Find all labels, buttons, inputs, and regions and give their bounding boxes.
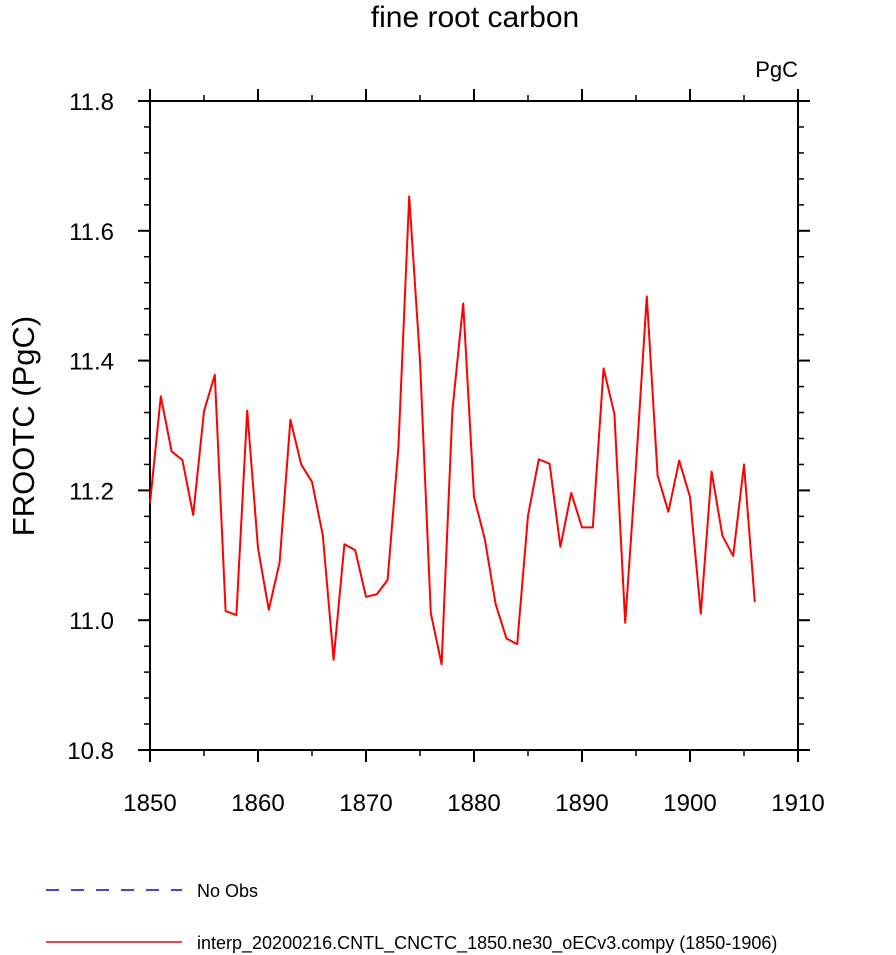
x-tick-label: 1860 <box>231 790 284 817</box>
series-layer <box>149 195 756 666</box>
y-tick-label: 11.6 <box>69 219 114 246</box>
x-tick-label: 1850 <box>123 790 176 817</box>
x-tick-label: 1900 <box>663 790 716 817</box>
y-tick-label: 10.8 <box>67 738 114 765</box>
axis-ticks: 1850 1860 1870 1880 1890 1900 1910 10.8 11.0 11.2… <box>67 89 825 817</box>
y-axis-label: FROOTC (PgC) <box>6 316 41 536</box>
chart-title: fine root carbon <box>371 1 579 34</box>
plot-area: 1850 1860 1870 1880 1890 1900 1910 10.8 11.0 11.2… <box>67 89 825 817</box>
legend: No Obs interp_20200216.CNTL_CNCTC_1850.n… <box>46 881 777 954</box>
legend-label-model: interp_20200216.CNTL_CNCTC_1850.ne30_oEC… <box>197 933 777 954</box>
series-line-0 <box>149 195 756 666</box>
y-tick-label: 11.8 <box>69 89 114 116</box>
legend-label-no-obs: No Obs <box>197 881 258 901</box>
x-tick-label: 1880 <box>447 790 500 817</box>
x-tick-label: 1890 <box>555 790 608 817</box>
y-tick-label: 11.0 <box>69 608 114 635</box>
y-tick-label: 11.2 <box>69 478 114 505</box>
units-label: PgC <box>755 57 798 82</box>
x-tick-label: 1910 <box>771 790 824 817</box>
x-tick-label: 1870 <box>339 790 392 817</box>
y-tick-label: 11.4 <box>69 349 114 376</box>
